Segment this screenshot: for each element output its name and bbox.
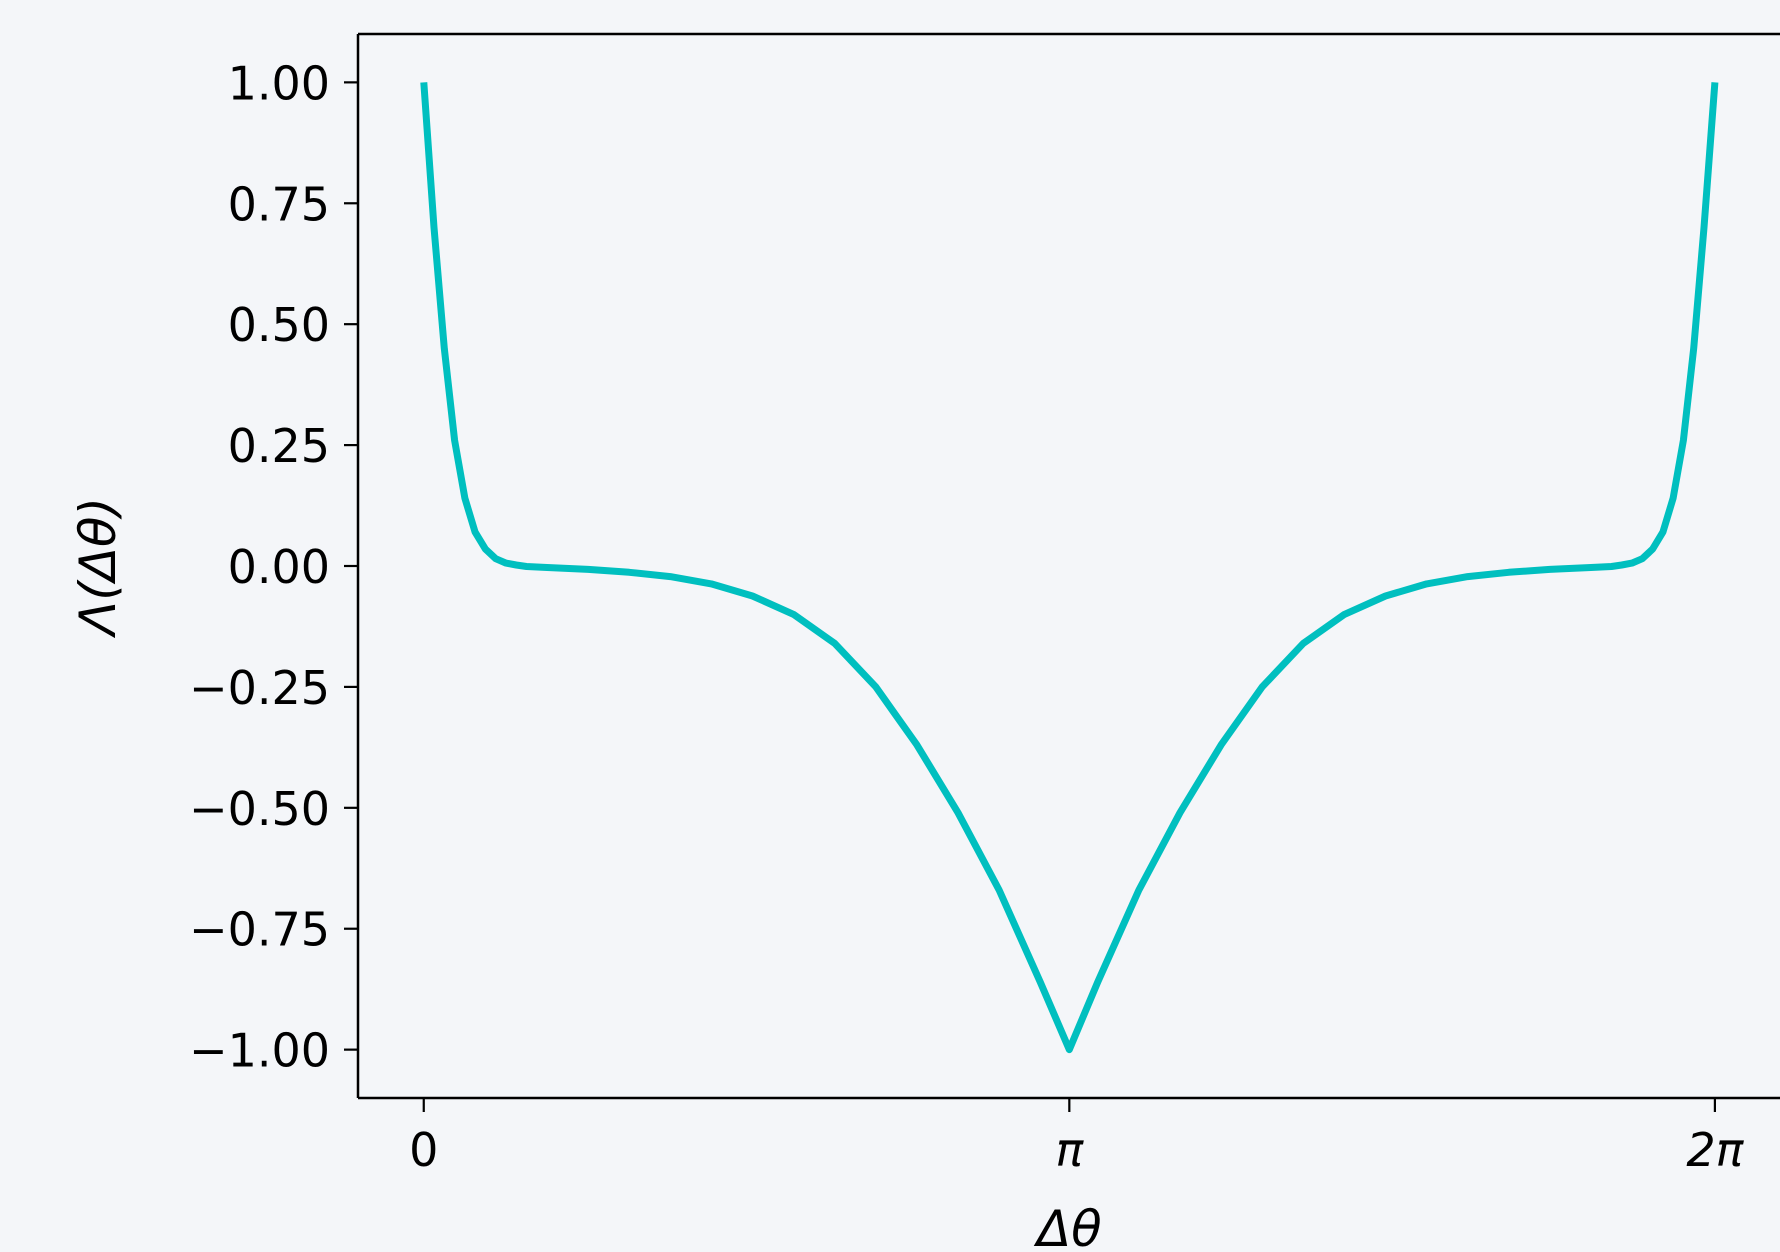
x-tick-label: 2π (1686, 1123, 1744, 1177)
y-tick-label: −0.75 (189, 903, 330, 957)
ticks: 1.00 0.75 0.50 0.25 0.00 −0.25 −0.50 −0.75 −1.00… (189, 56, 1745, 1177)
y-tick-label: 0.25 (228, 419, 330, 473)
x-tick-label: 0 (409, 1123, 438, 1177)
series-line (420, 82, 1719, 1054)
plot-area (358, 34, 1780, 1098)
y-tick-label: 0.75 (228, 177, 330, 231)
y-tick-label: 1.00 (228, 56, 330, 110)
y-axis-label: Λ(Δθ) (69, 497, 127, 639)
x-axis-label: Δθ (1033, 1200, 1102, 1252)
y-tick-label: −0.25 (189, 661, 330, 715)
plot-background (358, 34, 1780, 1098)
y-tick-label: 0.50 (228, 298, 330, 352)
y-tick-label: −0.50 (189, 782, 330, 836)
x-tick-label: π (1055, 1123, 1084, 1177)
y-tick-label: 0.00 (228, 540, 330, 594)
y-tick-label: −1.00 (189, 1024, 330, 1078)
